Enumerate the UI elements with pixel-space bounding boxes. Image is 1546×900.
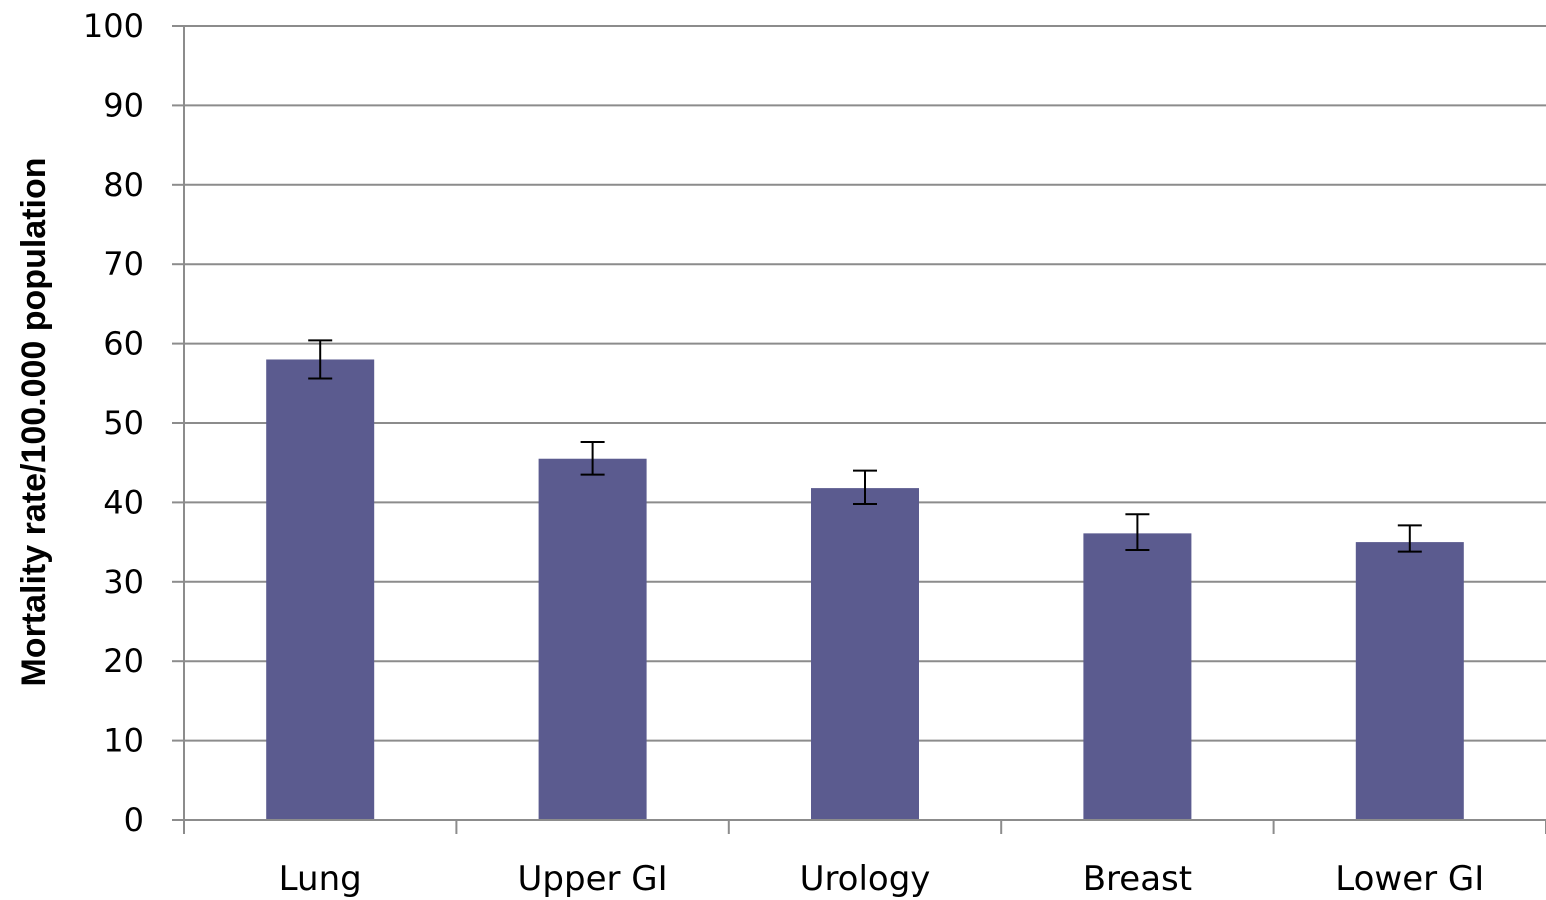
x-tick-label: Urology [800, 859, 931, 899]
x-tick-label: Upper GI [518, 859, 668, 899]
y-tick-label: 100 [83, 7, 144, 45]
y-tick-labels: 0 10 20 30 40 50 60 70 80 90 100 [83, 7, 144, 839]
bar-urology [811, 488, 919, 820]
y-tick-label: 20 [103, 642, 144, 680]
y-tick-label: 70 [103, 245, 144, 283]
y-tick-label: 40 [103, 483, 144, 521]
error-bar [1397, 524, 1422, 553]
x-tick-labels: Lung Upper GI Urology Breast Lower GI [279, 859, 1485, 899]
bar-breast [1083, 533, 1192, 820]
error-bar [308, 339, 333, 380]
gridlines [184, 25, 1546, 742]
y-tick-label: 80 [103, 166, 144, 204]
bar-lower-gi [1355, 542, 1464, 820]
error-bar [1125, 513, 1150, 552]
y-axis-title: Mortality rate/100.000 population [15, 157, 53, 686]
bar-upper-gi [538, 458, 647, 820]
y-tick-label: 0 [124, 801, 144, 839]
x-tick-label: Breast [1083, 859, 1192, 899]
y-tick-label: 30 [103, 563, 144, 601]
bars [266, 359, 1464, 820]
y-tick-label: 90 [103, 86, 144, 124]
error-bar [580, 441, 605, 476]
axes [172, 25, 1546, 834]
bar-lung [266, 359, 375, 820]
y-tick-label: 60 [103, 325, 144, 363]
y-tick-label: 50 [103, 404, 144, 442]
x-tick-label: Lung [279, 859, 362, 899]
y-tick-label: 10 [103, 722, 144, 760]
error-bars [308, 339, 1422, 553]
error-bar [853, 469, 877, 505]
x-tick-label: Lower GI [1335, 859, 1484, 899]
